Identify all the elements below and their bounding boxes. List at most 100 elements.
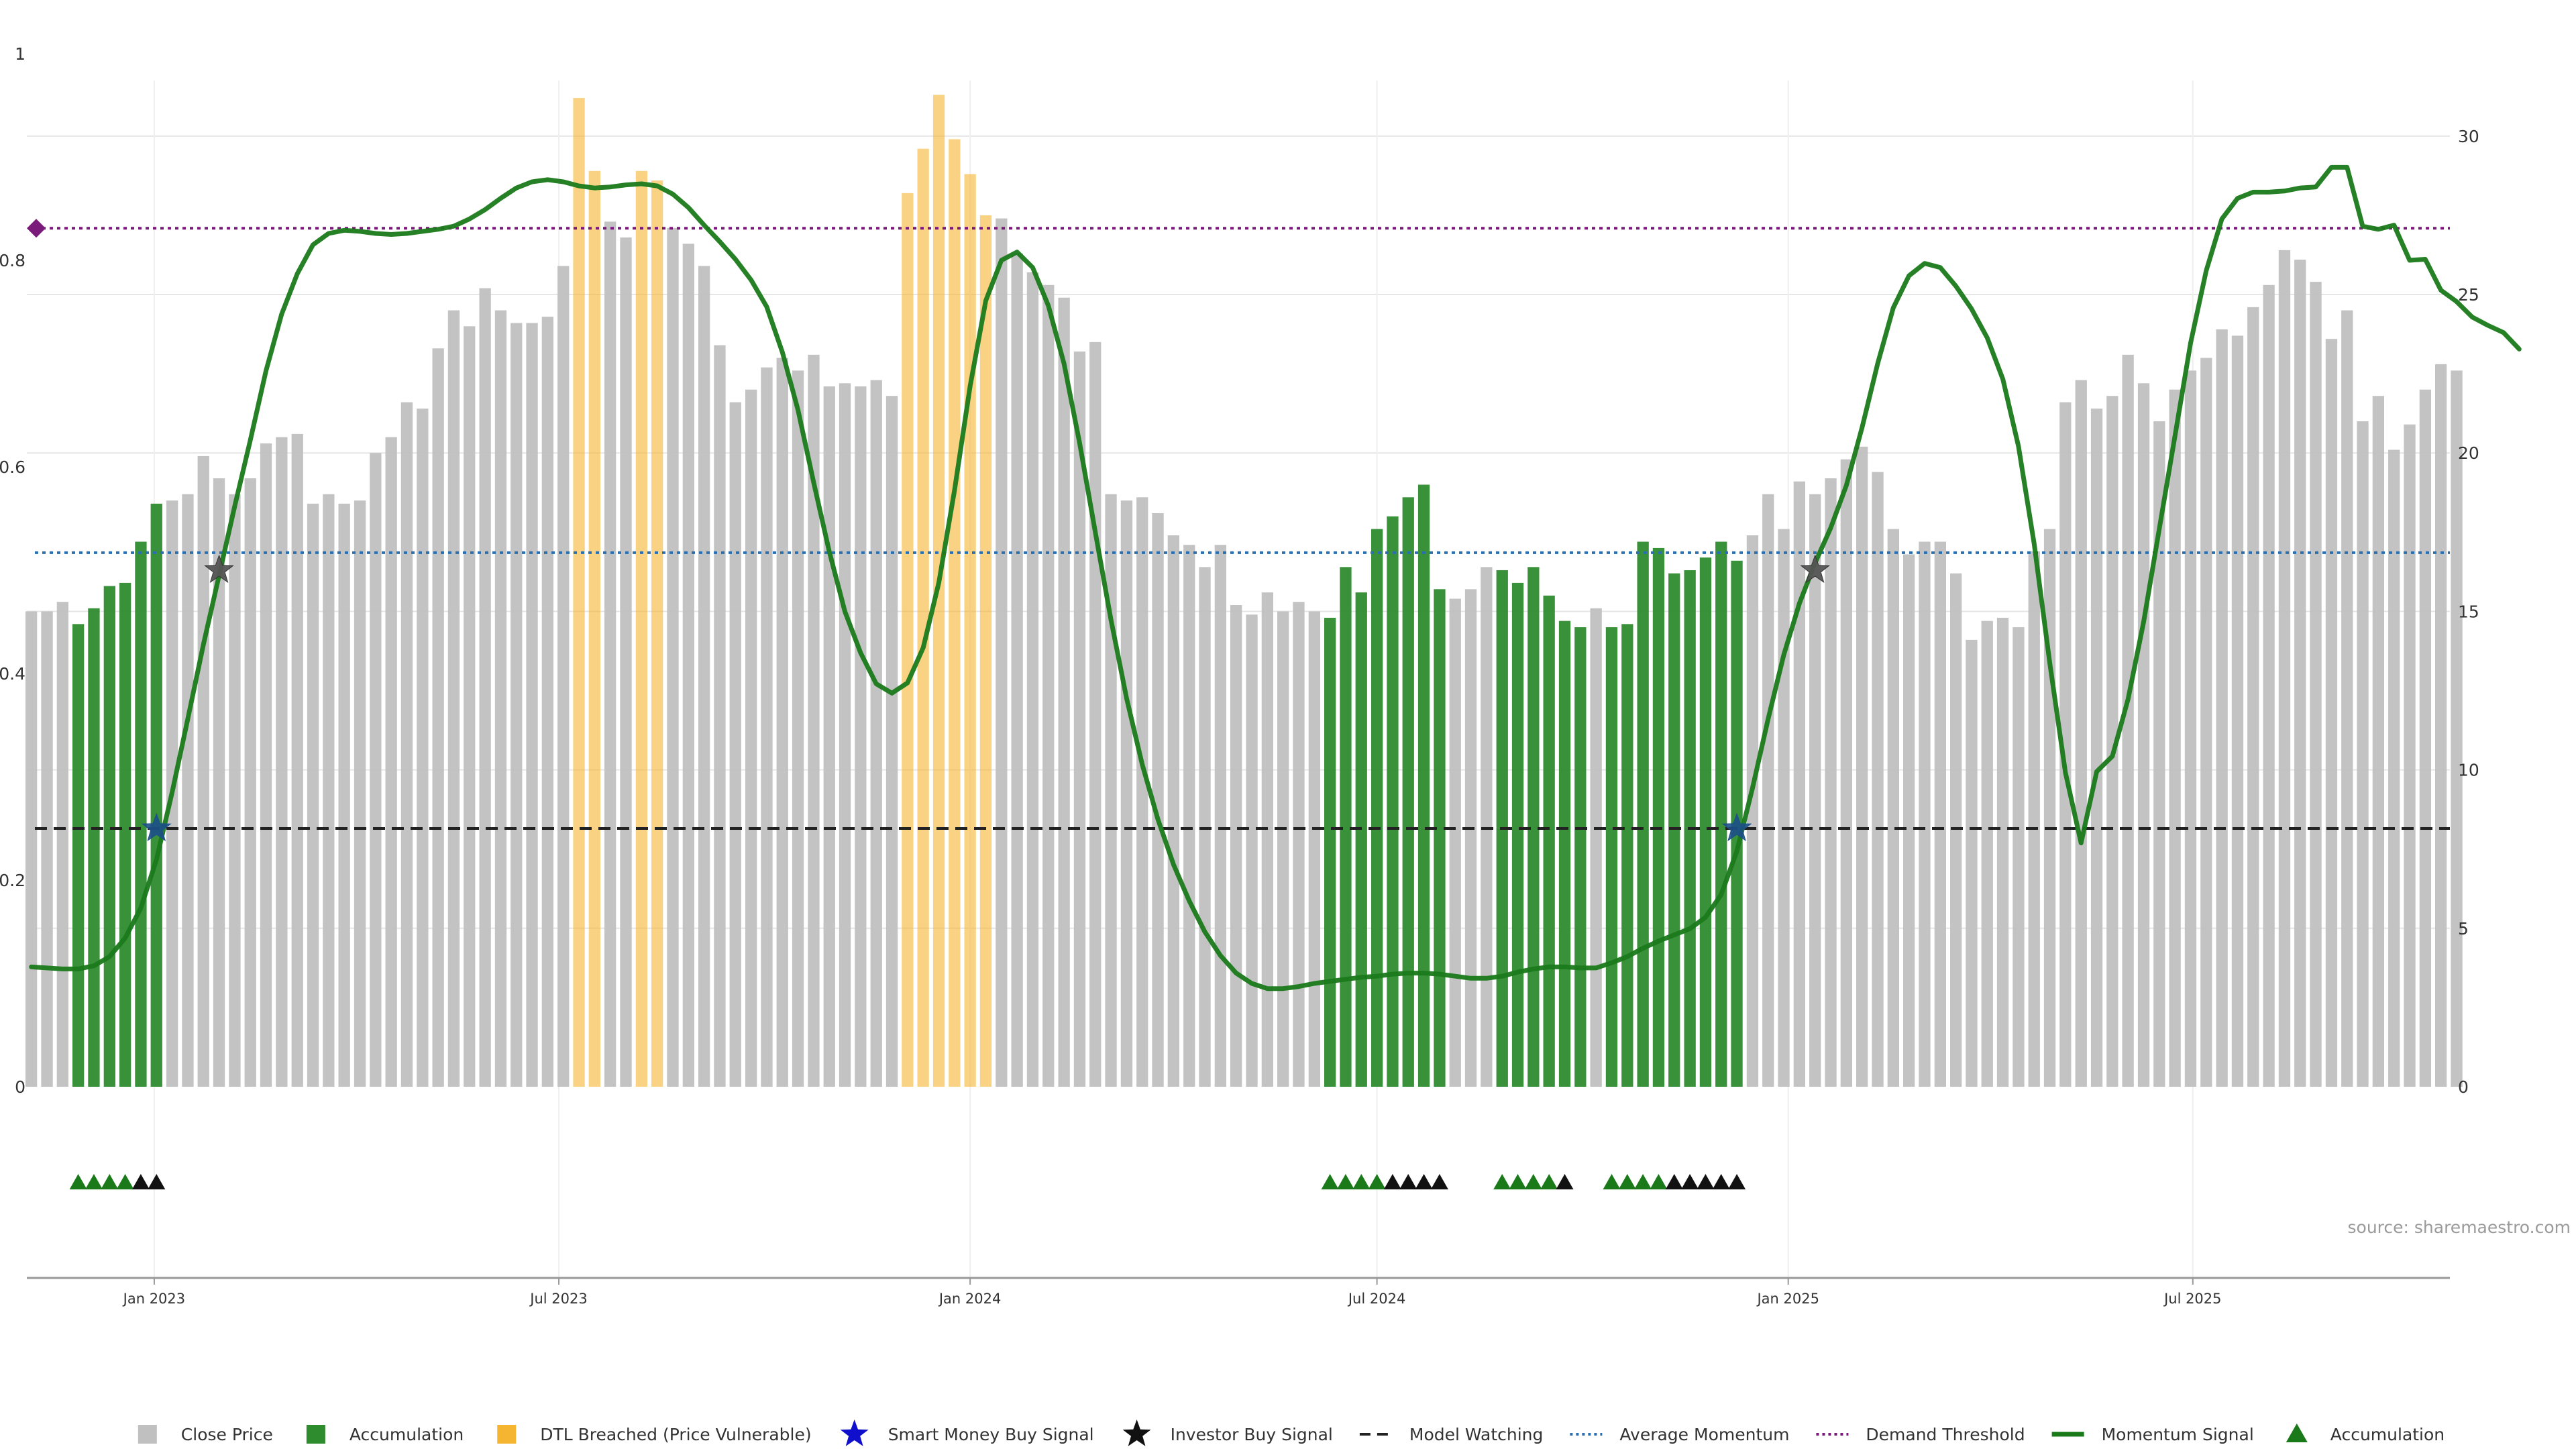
bar-close-price bbox=[2310, 282, 2322, 1087]
legend-item: Close Price bbox=[138, 1425, 273, 1444]
bar-accumulation bbox=[135, 541, 147, 1087]
bar-accumulation bbox=[1417, 484, 1430, 1087]
legend-label: DTL Breached (Price Vulnerable) bbox=[540, 1425, 811, 1444]
bar-accumulation bbox=[1715, 541, 1727, 1087]
bar-accumulation bbox=[1355, 592, 1367, 1087]
bar-dtl-breached bbox=[573, 98, 585, 1087]
right-tick-label: 15 bbox=[2458, 602, 2479, 621]
bar-close-price bbox=[541, 317, 553, 1087]
bar-accumulation bbox=[1511, 582, 1524, 1087]
bar-close-price bbox=[870, 380, 882, 1087]
legend-label: Average Momentum bbox=[1619, 1425, 1789, 1444]
bar-close-price bbox=[354, 500, 366, 1087]
bar-close-price bbox=[2090, 409, 2103, 1087]
x-tick-label: Jan 2023 bbox=[122, 1291, 186, 1307]
bar-close-price bbox=[1778, 529, 1790, 1087]
bar-close-price bbox=[2059, 402, 2072, 1087]
bar-close-price bbox=[494, 310, 507, 1087]
bar-close-price bbox=[1308, 611, 1320, 1087]
accumulation-triangle-confirmed bbox=[1697, 1174, 1715, 1189]
bar-close-price bbox=[370, 453, 382, 1087]
bar-accumulation bbox=[1699, 557, 1712, 1087]
bar-close-price bbox=[2388, 449, 2400, 1087]
legend-item: Accumulation bbox=[306, 1425, 464, 1444]
bar-close-price bbox=[1277, 611, 1289, 1087]
legend-item: DTL Breached (Price Vulnerable) bbox=[497, 1425, 812, 1444]
accumulation-triangle bbox=[1540, 1174, 1558, 1189]
accumulation-triangle-confirmed bbox=[1728, 1174, 1746, 1189]
bar-close-price bbox=[1167, 535, 1179, 1087]
x-tick-label: Jan 2024 bbox=[938, 1291, 1002, 1307]
bar-accumulation bbox=[1527, 567, 1540, 1087]
bar-close-price bbox=[2404, 424, 2416, 1087]
legend-investor-star-icon bbox=[1122, 1419, 1151, 1446]
bar-close-price bbox=[792, 370, 804, 1087]
bar-close-price bbox=[1120, 500, 1133, 1087]
left-tick-label: 0.2 bbox=[0, 871, 25, 890]
accumulation-triangle-confirmed bbox=[1681, 1174, 1699, 1189]
accumulation-triangle bbox=[1509, 1174, 1527, 1189]
bar-close-price bbox=[1966, 639, 1978, 1087]
bar-close-price bbox=[1793, 481, 1805, 1087]
right-tick-label: 25 bbox=[2458, 285, 2479, 305]
bar-close-price bbox=[1261, 592, 1273, 1087]
bar-accumulation bbox=[1543, 595, 1555, 1087]
bar-close-price bbox=[667, 227, 679, 1087]
bar-close-price bbox=[557, 266, 570, 1087]
bar-dtl-breached bbox=[651, 180, 663, 1087]
bar-close-price bbox=[839, 383, 851, 1087]
left-tick-label: 0.8 bbox=[0, 251, 25, 270]
bar-close-price bbox=[1152, 513, 1164, 1087]
left-tick-label: 0 bbox=[15, 1077, 25, 1097]
bar-close-price bbox=[244, 478, 256, 1087]
legend-item: Demand Threshold bbox=[1816, 1425, 2025, 1444]
bar-close-price bbox=[1981, 621, 1993, 1087]
accumulation-triangle bbox=[1321, 1174, 1339, 1189]
legend-label: Model Watching bbox=[1409, 1425, 1544, 1444]
bar-close-price bbox=[1136, 497, 1148, 1087]
bar-close-price bbox=[400, 402, 413, 1087]
bar-accumulation bbox=[1574, 627, 1587, 1087]
bar-dtl-breached bbox=[588, 170, 600, 1087]
bar-close-price bbox=[2435, 364, 2447, 1087]
bar-close-price bbox=[2263, 284, 2275, 1087]
right-tick-label: 5 bbox=[2458, 919, 2469, 938]
bar-close-price bbox=[2153, 421, 2165, 1087]
bar-accumulation bbox=[72, 624, 85, 1087]
bar-close-price bbox=[1026, 272, 1039, 1087]
bar-close-price bbox=[1762, 494, 1774, 1087]
bar-close-price bbox=[698, 266, 710, 1087]
bar-close-price bbox=[2137, 383, 2150, 1087]
bar-series bbox=[25, 95, 2463, 1087]
bar-close-price bbox=[2419, 389, 2431, 1087]
bar-close-price bbox=[182, 494, 194, 1087]
bar-accumulation bbox=[1652, 547, 1665, 1087]
bar-close-price bbox=[2231, 335, 2244, 1087]
bar-close-price bbox=[213, 478, 225, 1087]
bar-close-price bbox=[1214, 545, 1226, 1087]
bar-accumulation bbox=[1605, 627, 1618, 1087]
bar-close-price bbox=[2184, 370, 2197, 1087]
legend: Close Price Accumulation DTL Breached (Pri… bbox=[138, 1419, 2445, 1446]
accumulation-triangle bbox=[1352, 1174, 1371, 1189]
bar-close-price bbox=[1996, 617, 2009, 1087]
bar-close-price bbox=[511, 323, 523, 1087]
left-tick-label: 1 bbox=[15, 44, 25, 64]
right-tick-label: 30 bbox=[2458, 127, 2479, 146]
bar-close-price bbox=[338, 503, 350, 1087]
accumulation-triangle bbox=[1634, 1174, 1652, 1189]
accumulation-triangle bbox=[101, 1174, 119, 1189]
bar-close-price bbox=[1809, 494, 1821, 1087]
bar-close-price bbox=[1825, 478, 1837, 1087]
bar-close-price bbox=[2451, 370, 2463, 1087]
grid-lines bbox=[27, 80, 2450, 1278]
bar-close-price bbox=[41, 611, 53, 1087]
bar-close-price bbox=[323, 494, 335, 1087]
bar-close-price bbox=[1042, 284, 1055, 1087]
bar-close-price bbox=[996, 218, 1008, 1087]
bar-close-price bbox=[291, 433, 303, 1087]
bar-accumulation bbox=[1387, 516, 1399, 1087]
x-tick-label: Jul 2023 bbox=[529, 1291, 587, 1307]
x-tick-label: Jan 2025 bbox=[1756, 1291, 1819, 1307]
